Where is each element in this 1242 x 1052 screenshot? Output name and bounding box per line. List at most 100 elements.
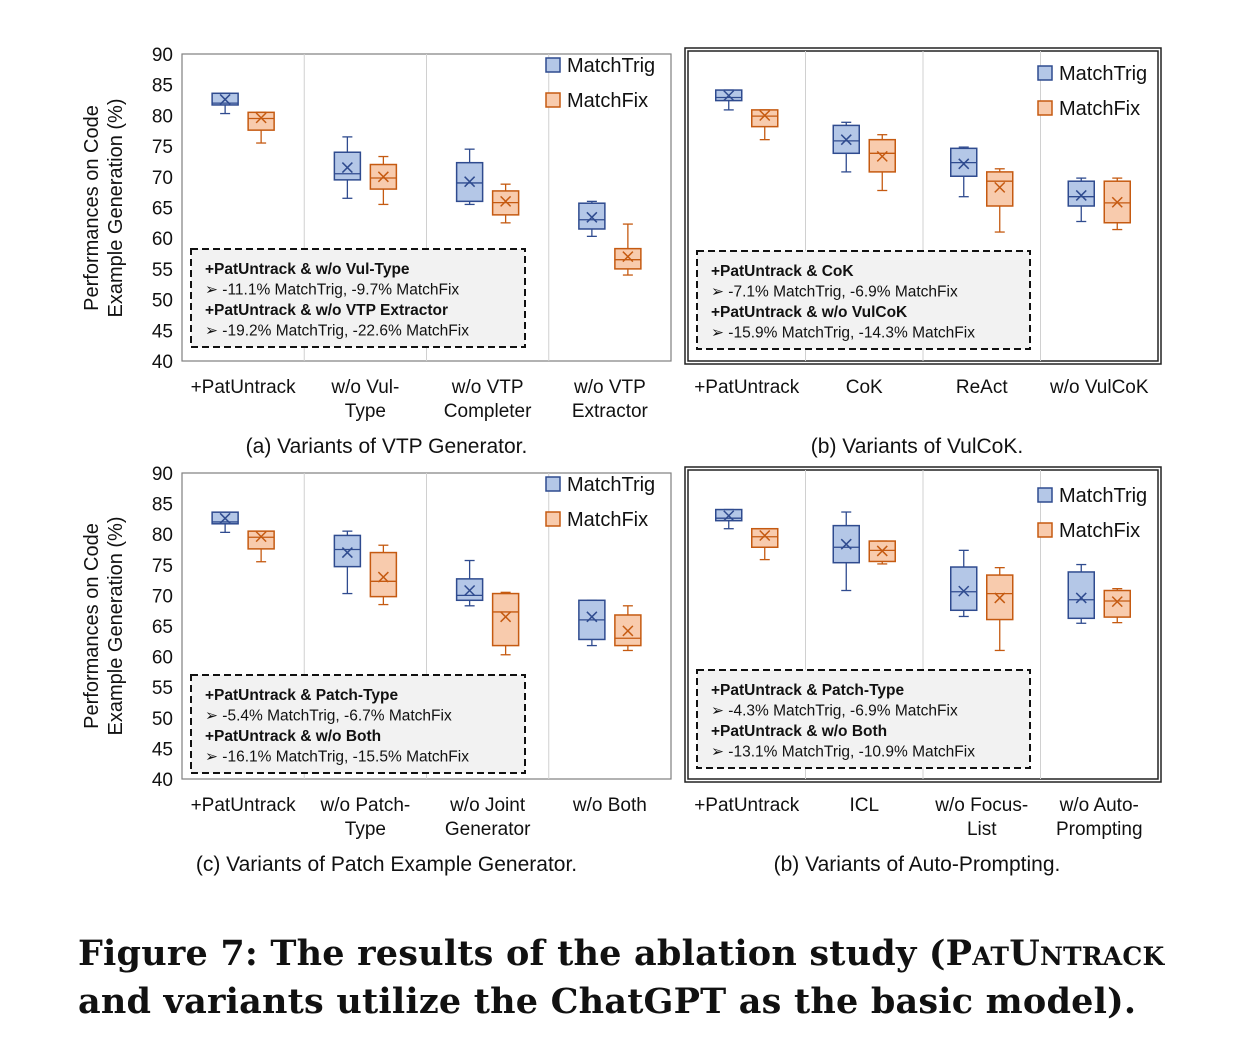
- box-iqr: [751, 109, 779, 128]
- box-iqr: [832, 524, 860, 564]
- y-axis-title-line: Performances on Code: [81, 523, 103, 729]
- box-mean-marker: [464, 584, 476, 597]
- x-tick-label: w/o Vul-: [330, 377, 399, 398]
- y-tick-label: 55: [152, 260, 173, 281]
- box-matchfix-1: [247, 530, 275, 563]
- x-tick-label: Generator: [445, 819, 531, 840]
- box-mean-marker: [958, 585, 970, 597]
- legend-swatch: [545, 57, 561, 73]
- box-matchfix-1: [751, 527, 779, 561]
- box-matchfix-1: [751, 109, 779, 141]
- y-tick-label: 75: [152, 137, 173, 158]
- y-tick-label: 85: [152, 495, 173, 516]
- y-tick-label: 50: [152, 709, 173, 730]
- annotation-box: +PatUntrack & CoK ➢ -7.1% MatchTrig, -6.9…: [696, 250, 1031, 350]
- legend-label: MatchTrig: [1059, 63, 1147, 85]
- annotation-frame: [190, 674, 526, 774]
- legend-swatch: [545, 476, 561, 492]
- annotation-detail: ➢ -13.1% MatchTrig, -10.9% MatchFix: [711, 744, 975, 761]
- x-tick-label: w/o VTP: [451, 377, 524, 398]
- box-matchtrig-4: [1067, 177, 1095, 223]
- box-mean-marker: [1075, 592, 1087, 604]
- y-tick-label: 60: [152, 229, 173, 250]
- box-mean-marker: [219, 93, 231, 105]
- x-tick-label: Completer: [444, 401, 532, 422]
- box-mean-marker: [622, 251, 634, 263]
- x-tick-label: w/o Auto-: [1059, 795, 1139, 816]
- legend-swatch: [545, 511, 561, 527]
- annotation-heading: +PatUntrack & w/o VTP Extractor: [205, 302, 448, 319]
- box-mean-marker: [622, 625, 634, 637]
- box-matchtrig-2: [333, 136, 362, 199]
- y-tick-label: 40: [152, 352, 173, 373]
- y-tick-label: 65: [152, 199, 173, 220]
- panel-outer-frame: [684, 466, 1162, 783]
- box-iqr: [369, 551, 398, 598]
- box-iqr: [950, 566, 978, 612]
- legend: MatchTrig MatchFix: [545, 55, 655, 112]
- y-axis-title-line: Example Generation (%): [105, 99, 127, 318]
- panel-subtitle: (c) Variants of Patch Example Generator.: [196, 853, 577, 876]
- box-matchtrig-2: [333, 530, 362, 595]
- box-mean-marker: [1075, 189, 1087, 201]
- box-matchfix-2: [868, 540, 896, 565]
- box-matchfix-4: [614, 223, 642, 276]
- box-matchfix-4: [614, 605, 642, 652]
- y-tick-label: 90: [152, 45, 173, 66]
- chart-panel-b1: +PatUntrack CoK ReAct w/o VulCoK (b) Variant…: [684, 47, 1162, 458]
- box-iqr: [247, 530, 275, 550]
- y-tick-label: 90: [152, 464, 173, 485]
- annotation-detail: ➢ -7.1% MatchTrig, -6.9% MatchFix: [711, 284, 958, 301]
- y-axis-title-line: Performances on Code: [81, 105, 103, 311]
- y-tick-label: 75: [152, 556, 173, 577]
- x-tick-label: Prompting: [1056, 819, 1143, 840]
- box-matchtrig-2: [832, 121, 860, 173]
- box-iqr: [369, 163, 398, 190]
- box-matchfix-4: [1103, 177, 1131, 231]
- box-matchtrig-4: [578, 200, 606, 238]
- x-tick-label: ICL: [849, 795, 879, 816]
- x-tick-label: +PatUntrack: [191, 795, 297, 816]
- caption-tool-name: PatUntrack: [945, 933, 1165, 974]
- annotation-heading: +PatUntrack & w/o VulCoK: [711, 304, 908, 321]
- box-matchtrig-1: [715, 89, 743, 111]
- y-axis-title-line: Example Generation (%): [105, 517, 127, 736]
- panel-subtitle: (b) Variants of Auto-Prompting.: [774, 853, 1061, 876]
- box-mean-marker: [759, 529, 771, 542]
- annotation-box: +PatUntrack & Patch-Type ➢ -5.4% MatchTri…: [190, 674, 526, 774]
- annotation-detail: ➢ -5.4% MatchTrig, -6.7% MatchFix: [205, 708, 452, 725]
- box-iqr: [578, 202, 606, 230]
- annotation-frame: [696, 669, 1031, 769]
- y-tick-label: 85: [152, 76, 173, 97]
- x-tick-label: w/o VulCoK: [1049, 377, 1149, 398]
- box-mean-marker: [500, 611, 512, 623]
- box-iqr: [751, 527, 779, 549]
- box-mean-marker: [341, 547, 353, 559]
- y-tick-label: 70: [152, 586, 173, 607]
- box-matchfix-2: [369, 155, 398, 206]
- legend-label: MatchFix: [1059, 98, 1140, 120]
- legend-label: MatchTrig: [567, 474, 655, 496]
- y-tick-label: 45: [152, 739, 173, 760]
- box-mean-marker: [723, 510, 735, 522]
- legend-swatch: [545, 92, 561, 108]
- chart-panel-a: 40 45 50 55 60 65 70 75 80 85 90 +PatUntrack w/o Vul…: [152, 45, 672, 458]
- box-mean-marker: [1111, 196, 1123, 208]
- legend: MatchTrig MatchFix: [545, 474, 655, 531]
- box-iqr: [614, 247, 642, 270]
- box-matchfix-2: [868, 134, 896, 192]
- box-matchtrig-3: [455, 148, 484, 206]
- box-mean-marker: [586, 211, 598, 223]
- annotation-box: +PatUntrack & Patch-Type ➢ -4.3% MatchTri…: [696, 669, 1031, 769]
- box-mean-marker: [958, 158, 970, 170]
- box-matchtrig-4: [1067, 563, 1095, 624]
- box-matchtrig-3: [950, 549, 978, 618]
- box-mean-marker: [723, 90, 735, 102]
- y-tick-label: 70: [152, 168, 173, 189]
- x-tick-label: Type: [345, 401, 386, 422]
- caption-prefix: Figure 7: The results of the ablation st…: [78, 933, 946, 974]
- box-mean-marker: [876, 545, 888, 557]
- box-mean-marker: [840, 538, 852, 550]
- y-tick-label: 50: [152, 291, 173, 312]
- box-mean-marker: [341, 162, 353, 174]
